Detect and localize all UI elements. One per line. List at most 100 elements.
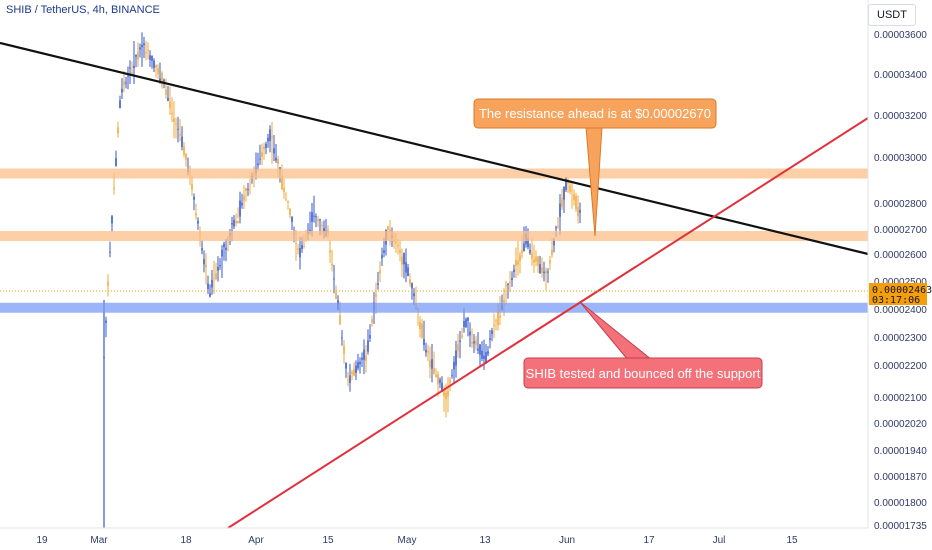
candle-body	[205, 264, 207, 268]
candle-body	[181, 136, 183, 147]
candle-body	[559, 203, 561, 217]
candle-body	[125, 82, 127, 84]
candle-body	[423, 339, 425, 345]
candle-body	[505, 285, 507, 287]
candle-body	[499, 315, 501, 318]
y-tick-label: 0.00001940	[874, 446, 927, 457]
support-annotation[interactable]: SHIB tested and bounced off the support	[523, 301, 763, 389]
candle-body	[247, 188, 249, 190]
candle-body	[257, 163, 259, 166]
candle-body	[203, 259, 205, 265]
currency-button[interactable]: USDT	[868, 4, 916, 26]
candle-body	[489, 338, 491, 340]
candle-body	[321, 224, 323, 227]
candle-body	[515, 260, 517, 266]
candle-body	[357, 362, 359, 369]
y-tick-label: 0.00003200	[874, 111, 927, 122]
candle-body	[259, 158, 261, 160]
candle-body	[497, 312, 499, 326]
candle-body	[347, 379, 349, 381]
candle-body	[131, 72, 133, 74]
support-zone[interactable]	[0, 302, 868, 313]
candle-body	[453, 361, 455, 370]
resistance-zone[interactable]	[0, 231, 868, 242]
resistance-callout-text: The resistance ahead is at $0.00002670	[479, 106, 711, 121]
candle-body	[313, 215, 315, 217]
x-tick-label: Mar	[90, 535, 108, 546]
candle-body	[449, 379, 451, 383]
candle-body	[317, 219, 319, 222]
candle-body	[563, 186, 565, 200]
candle-body	[211, 279, 213, 288]
y-tick-label: 0.00002700	[874, 225, 927, 236]
levels-layer	[0, 168, 868, 313]
y-tick-label: 0.00002100	[874, 393, 927, 404]
candle-body	[509, 281, 511, 283]
candle-body	[335, 292, 337, 300]
candle-body	[575, 196, 577, 210]
candle-body	[225, 247, 227, 250]
candle-body	[573, 194, 575, 201]
candle-body	[183, 146, 185, 155]
candle-body	[149, 55, 151, 60]
x-tick-label: 19	[36, 535, 48, 546]
candle-body	[523, 243, 525, 252]
candle-body	[245, 187, 247, 192]
candle-body	[399, 249, 401, 253]
candle-body	[451, 375, 453, 377]
y-tick-label: 0.00002800	[874, 199, 927, 210]
candle-body	[291, 216, 293, 222]
resistance-trendline[interactable]	[0, 41, 869, 256]
candle-body	[419, 321, 421, 330]
y-tick-label: 0.00002400	[874, 305, 927, 316]
candle-body	[119, 100, 121, 109]
candle-body	[165, 89, 167, 95]
candle-body	[351, 371, 353, 375]
candle-body	[223, 243, 225, 248]
y-tick-label: 0.00003600	[874, 30, 927, 41]
candle-body	[289, 208, 291, 216]
candle-body	[487, 351, 489, 355]
candle-body	[435, 374, 437, 378]
candle-body	[159, 78, 161, 81]
candle-body	[219, 265, 221, 267]
candle-body	[479, 344, 481, 355]
candle-body	[539, 264, 541, 274]
candle-body	[493, 325, 495, 327]
candle-body	[503, 299, 505, 303]
candle-body	[241, 202, 243, 206]
candle-body	[109, 251, 111, 253]
candle-body	[239, 200, 241, 217]
candle-body	[197, 220, 199, 224]
candle-body	[177, 128, 179, 130]
candle-body	[117, 127, 119, 134]
candle-body	[355, 365, 357, 373]
support-trendline[interactable]	[227, 117, 869, 529]
resistance-zone[interactable]	[0, 168, 868, 179]
candle-body	[395, 241, 397, 244]
candle-body	[147, 49, 149, 51]
candle-body	[465, 319, 467, 328]
candle-body	[579, 210, 581, 213]
support-callout-box	[523, 357, 763, 389]
x-axis-ticks: 19 Mar 18 Apr 15 May 13 Jun 17 Jul 15	[36, 535, 798, 546]
candle-body	[233, 219, 235, 227]
candle-body	[367, 340, 369, 352]
candle-body	[267, 137, 269, 142]
candle-body	[473, 341, 475, 344]
candle-body	[311, 212, 313, 222]
candle-body	[403, 252, 405, 265]
y-tick-label: 0.00002600	[874, 250, 927, 261]
candle-body	[557, 226, 559, 228]
candle-body	[485, 352, 487, 364]
candle-body	[135, 54, 137, 57]
candle-body	[511, 277, 513, 281]
candle-body	[397, 244, 399, 247]
countdown-value: 03:17:06	[872, 295, 920, 306]
candle-body	[517, 260, 519, 265]
resistance-annotation[interactable]: The resistance ahead is at $0.00002670	[473, 98, 717, 237]
candle-body	[329, 250, 331, 253]
candle-body	[443, 390, 445, 397]
